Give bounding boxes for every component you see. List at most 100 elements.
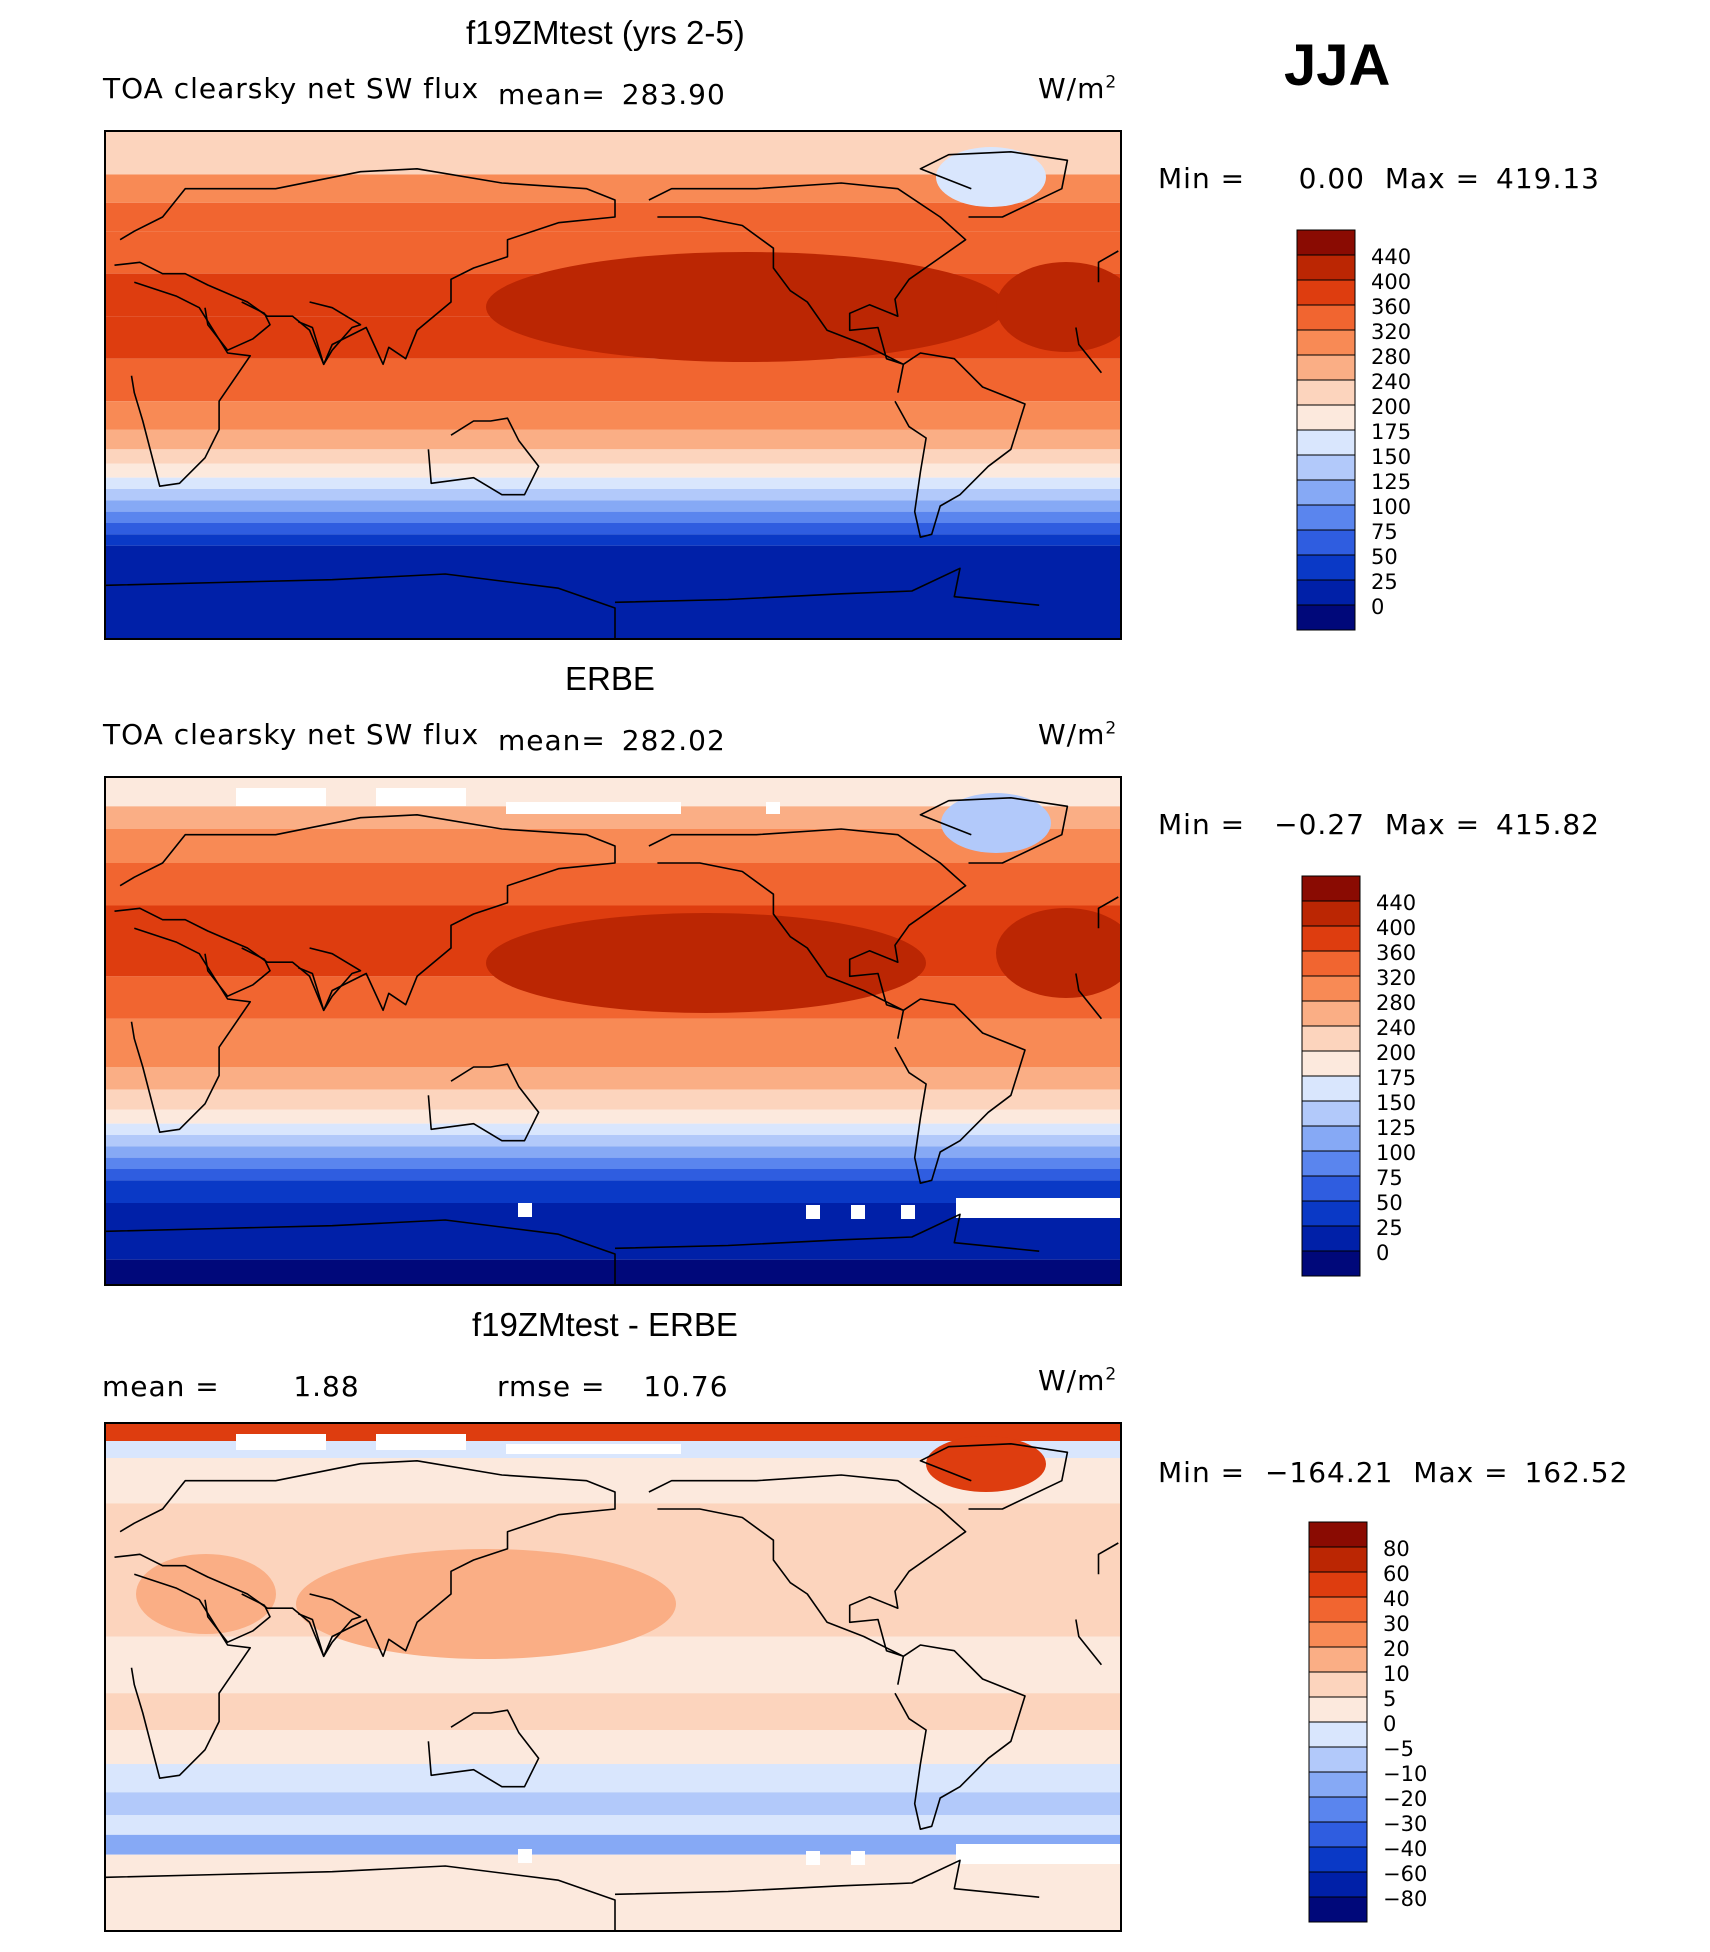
- panel2-map-band: [106, 1089, 1120, 1110]
- panel3-colorbar-tick-label: −60: [1383, 1862, 1427, 1886]
- panel2-min-value: −0.27: [1274, 808, 1365, 841]
- panel3-map-svg: [106, 1424, 1120, 1930]
- panel3-min-max: Min = −164.21 Max = 162.52: [1158, 1456, 1628, 1489]
- panel3-max-value: 162.52: [1524, 1456, 1629, 1489]
- panel1-map: [104, 130, 1122, 640]
- panel1-mean-label: mean= 283.90: [498, 78, 726, 111]
- panel2-map-patch: [486, 913, 926, 1013]
- panel2-map-band: [106, 1123, 1120, 1135]
- panel1-units: W/m2: [1038, 72, 1117, 105]
- panel2-map-band: [106, 1169, 1120, 1181]
- panel3-colorbar-bin: [1308, 1646, 1368, 1673]
- panel1-map-coastline: [106, 567, 1040, 638]
- panel3-colorbar-bin: [1308, 1896, 1368, 1923]
- panel1-colorbar-bin: [1296, 304, 1356, 331]
- panel1-map-patch: [486, 252, 1006, 362]
- panel2-map-missing: [806, 1205, 820, 1219]
- panel3-colorbar-bin: [1308, 1721, 1368, 1748]
- panel1-map-coastline: [648, 182, 967, 366]
- panel2-map-coastline: [298, 947, 362, 1012]
- panel2-map-band: [106, 1135, 1120, 1147]
- panel1-colorbar-tick-label: 200: [1371, 395, 1411, 419]
- panel2-colorbar-tick-label: 50: [1376, 1191, 1403, 1215]
- panel1-min-max: Min = 0.00 Max = 419.13: [1158, 162, 1600, 195]
- panel1-mean-value: 283.90: [621, 78, 726, 111]
- panel1-colorbar-bin: [1296, 379, 1356, 406]
- panel3-map-band: [106, 1764, 1120, 1793]
- panel2-map-band: [106, 1018, 1120, 1067]
- panel3-colorbar-tick-label: 20: [1383, 1637, 1410, 1661]
- panel2-colorbar-tick-label: 125: [1376, 1116, 1416, 1140]
- panel3-units-text: W/m: [1038, 1364, 1106, 1397]
- panel1-colorbar-bin: [1296, 454, 1356, 481]
- panel1-colorbar-tick-label: 75: [1371, 520, 1398, 544]
- panel1-map-band: [106, 523, 1120, 535]
- panel3-mean-label: mean = 1.88: [102, 1370, 360, 1403]
- panel2-min-max: Min = −0.27 Max = 415.82: [1158, 808, 1600, 841]
- panel3-colorbar-tick-label: −20: [1383, 1787, 1427, 1811]
- panel2-map-patch: [941, 793, 1051, 853]
- panel1-colorbar-tick-label: 50: [1371, 545, 1398, 569]
- panel2-map-band: [106, 1180, 1120, 1203]
- panel2-colorbar-bin: [1301, 1075, 1361, 1102]
- panel2-colorbar-bin: [1301, 925, 1361, 952]
- panel1-variable-label: TOA clearsky net SW flux: [103, 72, 480, 105]
- panel2-colorbar-bin: [1301, 1125, 1361, 1152]
- panel2-colorbar-bin: [1301, 1000, 1361, 1027]
- panel2-map-band: [106, 1146, 1120, 1158]
- panel3-colorbar-tick-label: 5: [1383, 1687, 1396, 1711]
- panel3-colorbar-bin: [1308, 1596, 1368, 1623]
- panel1-colorbar-tick-label: 240: [1371, 370, 1411, 394]
- panel3-map-patch: [296, 1549, 676, 1659]
- panel2-map-band: [106, 1109, 1120, 1124]
- panel3-map-missing: [851, 1851, 865, 1865]
- panel2-map-band: [106, 1157, 1120, 1169]
- panel1-colorbar-tick-label: 0: [1371, 595, 1384, 619]
- panel1-colorbar-bin: [1296, 479, 1356, 506]
- panel2-colorbar-bin: [1301, 1175, 1361, 1202]
- panel2-map-patch: [996, 908, 1120, 998]
- panel3-map-band: [106, 1730, 1120, 1764]
- panel1-colorbar-bin: [1296, 354, 1356, 381]
- panel3-rmse-value: 10.76: [643, 1370, 729, 1403]
- panel2-map-missing: [376, 788, 466, 806]
- panel3-colorbar-bin: [1308, 1746, 1368, 1773]
- panel2-colorbar-bin: [1301, 950, 1361, 977]
- panel3-map-coastline: [114, 1460, 1119, 1658]
- panel3-units: W/m2: [1038, 1364, 1117, 1397]
- panel2-map-band: [106, 1259, 1120, 1284]
- panel2-colorbar-bin: [1301, 975, 1361, 1002]
- panel3-colorbar: 80 60 40 30 20 10 5 0 −5 −10 −20 −30 −40 −60 −80: [1308, 1520, 1469, 1923]
- panel1-map-coastline: [427, 417, 540, 496]
- panel3-map-coastline: [648, 1474, 967, 1658]
- panel3-colorbar-bin: [1308, 1521, 1368, 1548]
- panel2-colorbar-bin: [1301, 1200, 1361, 1227]
- panel2-colorbar-bin: [1301, 875, 1361, 902]
- panel3-colorbar-tick-label: 80: [1383, 1537, 1410, 1561]
- panel3-map-patch: [136, 1554, 276, 1634]
- panel2-colorbar-tick-label: 240: [1376, 1016, 1416, 1040]
- panel3-title: f19ZMtest - ERBE: [472, 1306, 738, 1343]
- panel3-colorbar-tick-label: 30: [1383, 1612, 1410, 1636]
- panel1-title: f19ZMtest (yrs 2-5): [466, 14, 745, 51]
- panel3-map-band: [106, 1424, 1120, 1441]
- panel2-colorbar-tick-label: 440: [1376, 891, 1416, 915]
- panel1-colorbar-tick-label: 175: [1371, 420, 1411, 444]
- panel1-map-coastline: [204, 301, 271, 351]
- panel2-units-text: W/m: [1038, 718, 1106, 751]
- panel1-min-label: Min =: [1158, 162, 1246, 195]
- panel1-map-band: [106, 477, 1120, 489]
- panel1-map-band: [106, 534, 1120, 546]
- panel2-colorbar-tick-label: 280: [1376, 991, 1416, 1015]
- panel3-map-band: [106, 1854, 1120, 1930]
- panel2-max-value: 415.82: [1496, 808, 1600, 841]
- panel3-min-label: Min =: [1158, 1456, 1246, 1489]
- panel2-colorbar-tick-label: 360: [1376, 941, 1416, 965]
- panel3-map-coastline: [298, 1593, 362, 1658]
- panel3-colorbar-bin: [1308, 1621, 1368, 1648]
- panel2-map: [104, 776, 1122, 1286]
- panel1-units-sup: 2: [1105, 72, 1118, 93]
- panel1-colorbar-bin: [1296, 604, 1356, 631]
